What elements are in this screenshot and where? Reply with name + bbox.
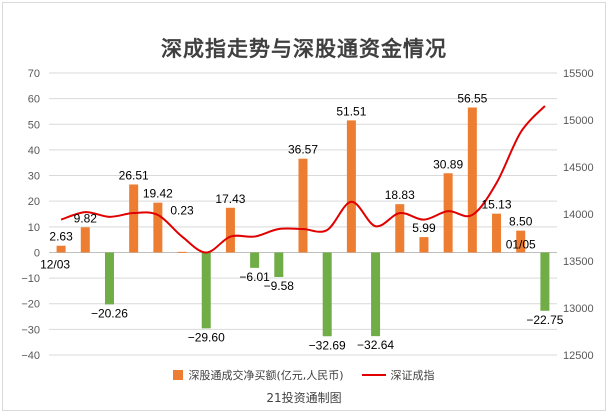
- source-note: 21投资通制图: [266, 391, 342, 405]
- data-label: 26.51: [119, 168, 149, 182]
- bar: [346, 120, 356, 253]
- data-labels: 2.639.82 −20.26 26.51 19.42 0.23 −29.60 17.43 −…: [49, 91, 563, 352]
- line-series: [60, 105, 546, 254]
- left-tick-label: 0: [34, 247, 40, 259]
- bar: [298, 158, 308, 253]
- x-date-label: 12/03: [40, 257, 70, 271]
- bar: [371, 252, 381, 337]
- left-tick-label: 50: [28, 119, 40, 131]
- legend-swatch-line: [361, 374, 386, 376]
- right-tick-label: 13000: [563, 303, 594, 315]
- data-label: −6.01: [239, 270, 270, 284]
- bar: [467, 107, 477, 253]
- bar: [80, 227, 90, 253]
- right-axis: 15500 15000 14500 14000 13500 13000 12500: [563, 68, 594, 362]
- bar: [274, 252, 284, 278]
- left-tick-label: 60: [28, 94, 40, 106]
- data-label: −32.64: [357, 338, 394, 352]
- data-label: 19.42: [143, 187, 173, 201]
- legend-label-bar: 深股通成交净买额(亿元,人民币): [188, 369, 344, 382]
- data-label: 18.83: [385, 188, 415, 202]
- bar: [225, 207, 235, 253]
- data-label: −9.58: [264, 279, 295, 293]
- data-label: −22.75: [526, 313, 563, 327]
- legend-label-line: 深证成指: [390, 369, 435, 382]
- chart-frame: 深成指走势与深股通资金情况 70 60 50 40 30 20 10 0 −10 −20 −30 −4…: [2, 2, 606, 411]
- right-tick-label: 14500: [563, 162, 594, 174]
- bar: [104, 252, 114, 305]
- bar: [492, 213, 502, 253]
- chart-title: 深成指走势与深股通资金情况: [161, 37, 447, 61]
- legend-item-bar: 深股通成交净买额(亿元,人民币): [173, 367, 344, 383]
- legend: 深股通成交净买额(亿元,人民币) 深证成指: [3, 367, 605, 383]
- data-label: 30.89: [433, 157, 463, 171]
- x-axis-labels: 12/03 01/05: [40, 237, 536, 271]
- right-tick-label: 13500: [563, 256, 594, 268]
- bar-series: [56, 107, 550, 337]
- bar: [395, 204, 405, 253]
- bar: [443, 173, 453, 253]
- data-label: 51.51: [336, 104, 366, 118]
- bar: [250, 252, 260, 268]
- left-tick-label: 70: [28, 68, 40, 80]
- left-axis: 70 60 50 40 30 20 10 0 −10 −20 −30 −40: [21, 68, 40, 362]
- index-line: [60, 105, 546, 254]
- data-label: 2.63: [49, 230, 73, 244]
- legend-item-line: 深证成指: [361, 367, 435, 383]
- bar: [56, 245, 66, 253]
- right-tick-label: 12500: [563, 350, 594, 362]
- data-label: 36.57: [288, 143, 318, 157]
- bar: [419, 237, 429, 253]
- bar: [322, 252, 332, 337]
- data-label: −29.60: [188, 330, 225, 344]
- left-tick-label: 40: [28, 145, 40, 157]
- right-tick-label: 14000: [563, 209, 594, 221]
- bar: [177, 251, 187, 253]
- data-label: 8.50: [509, 215, 533, 229]
- left-tick-label: 20: [28, 196, 40, 208]
- bar: [153, 202, 163, 253]
- bar: [540, 252, 550, 311]
- right-tick-label: 15000: [563, 115, 594, 127]
- data-label: 5.99: [412, 221, 436, 235]
- data-label: 0.23: [170, 203, 194, 217]
- data-label: 56.55: [457, 91, 487, 105]
- left-tick-label: −30: [21, 324, 40, 336]
- chart-plot: 70 60 50 40 30 20 10 0 −10 −20 −30 −40 15500 15000 14…: [21, 68, 594, 362]
- gridlines: [49, 72, 557, 356]
- right-tick-label: 15500: [563, 68, 594, 80]
- left-tick-label: −10: [21, 273, 40, 285]
- data-label: 15.13: [482, 198, 512, 212]
- bar: [201, 252, 211, 329]
- bar: [516, 230, 526, 253]
- left-tick-label: 10: [28, 222, 40, 234]
- x-date-label: 01/05: [506, 237, 536, 251]
- left-tick-label: 30: [28, 171, 40, 183]
- data-label: 9.82: [74, 211, 98, 225]
- bar: [129, 184, 139, 253]
- left-tick-label: −40: [21, 350, 40, 362]
- left-tick-label: −20: [21, 299, 40, 311]
- data-label: 17.43: [215, 192, 245, 206]
- data-label: −20.26: [91, 306, 128, 320]
- legend-swatch-bar: [173, 370, 184, 380]
- data-label: −32.69: [309, 338, 346, 352]
